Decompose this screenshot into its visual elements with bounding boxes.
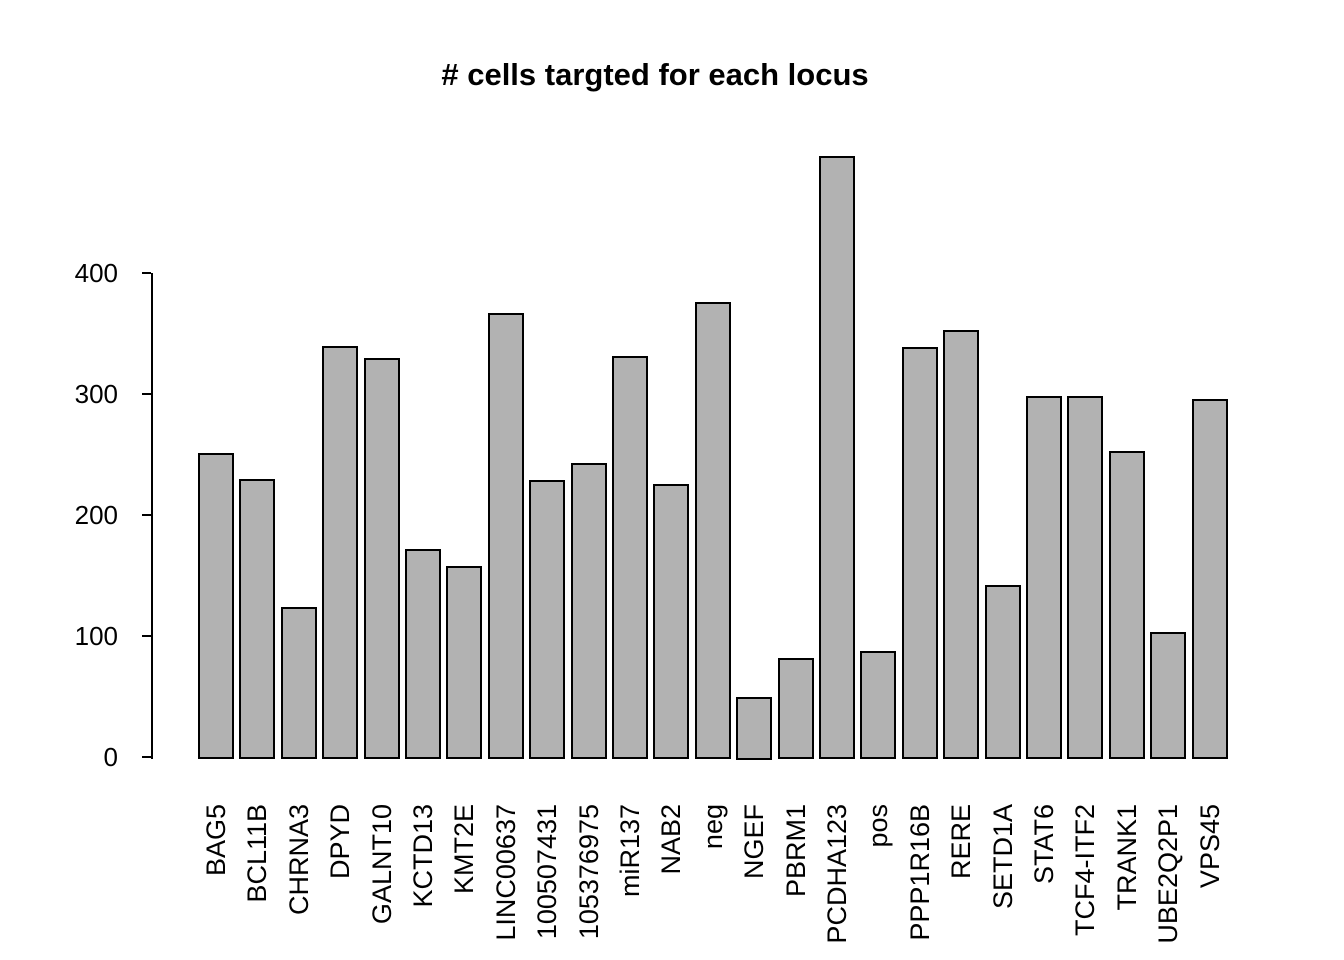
x-tick-label: TRANK1 xyxy=(1112,804,1142,911)
x-tick-label: miR137 xyxy=(615,804,645,898)
y-tick-label: 400 xyxy=(74,258,118,288)
bar xyxy=(985,585,1021,759)
x-tick-label: NGEF xyxy=(739,804,769,880)
bar xyxy=(488,313,524,759)
bar xyxy=(860,651,896,759)
bar xyxy=(819,156,855,759)
x-tick-label: STAT6 xyxy=(1029,804,1059,885)
y-tick-label: 300 xyxy=(74,379,118,409)
bar xyxy=(322,346,358,759)
x-tick-label: BCL11B xyxy=(242,804,272,903)
bar xyxy=(1192,399,1228,759)
x-tick-label: GALNT10 xyxy=(367,804,397,925)
y-tick-label: 100 xyxy=(74,621,118,651)
x-tick-label: TCF4-ITF2 xyxy=(1070,804,1100,936)
bar xyxy=(653,484,689,759)
x-tick-label: CHRNA3 xyxy=(284,804,314,916)
x-tick-label: 100507431 xyxy=(532,804,562,940)
bar xyxy=(902,347,938,759)
x-tick-label: NAB2 xyxy=(656,804,686,875)
y-tick-label: 0 xyxy=(103,742,118,772)
bar xyxy=(405,549,441,759)
bar xyxy=(364,358,400,759)
x-tick-label: LINC00637 xyxy=(491,804,521,941)
bar xyxy=(736,697,772,760)
y-tick-label: 200 xyxy=(74,500,118,530)
x-tick-label: neg xyxy=(698,804,728,850)
bar xyxy=(446,566,482,759)
y-axis-line xyxy=(151,273,153,759)
y-axis-tick xyxy=(142,756,151,758)
x-tick-label: PCDHA123 xyxy=(822,804,852,944)
bar xyxy=(1109,451,1145,759)
x-tick-label: VPS45 xyxy=(1195,804,1225,889)
bar xyxy=(778,658,814,759)
x-tick-label: SETD1A xyxy=(988,804,1018,910)
x-tick-label: KCTD13 xyxy=(408,804,438,908)
y-axis-tick xyxy=(142,272,151,274)
bar xyxy=(695,302,731,759)
x-tick-label: pos xyxy=(863,804,893,848)
x-tick-label: KMT2E xyxy=(449,804,479,895)
x-tick-label: PBRM1 xyxy=(781,804,811,898)
bar xyxy=(1067,396,1103,759)
bar xyxy=(571,463,607,759)
y-axis-tick xyxy=(142,514,151,516)
bar xyxy=(198,453,234,759)
y-axis-tick xyxy=(142,393,151,395)
x-tick-label: DPYD xyxy=(325,804,355,880)
x-tick-label: 105376975 xyxy=(574,804,604,940)
y-axis-tick xyxy=(142,635,151,637)
x-tick-label: PPP1R16B xyxy=(905,804,935,941)
bar xyxy=(239,479,275,759)
bar xyxy=(529,480,565,759)
bar xyxy=(612,356,648,759)
bar xyxy=(1150,632,1186,759)
x-tick-label: UBE2Q2P1 xyxy=(1153,804,1183,944)
x-tick-label: BAG5 xyxy=(201,804,231,877)
chart-title: # cells targted for each locus xyxy=(441,57,869,92)
bar xyxy=(281,607,317,759)
bar xyxy=(943,330,979,759)
bar xyxy=(1026,396,1062,759)
x-tick-label: RERE xyxy=(946,804,976,880)
